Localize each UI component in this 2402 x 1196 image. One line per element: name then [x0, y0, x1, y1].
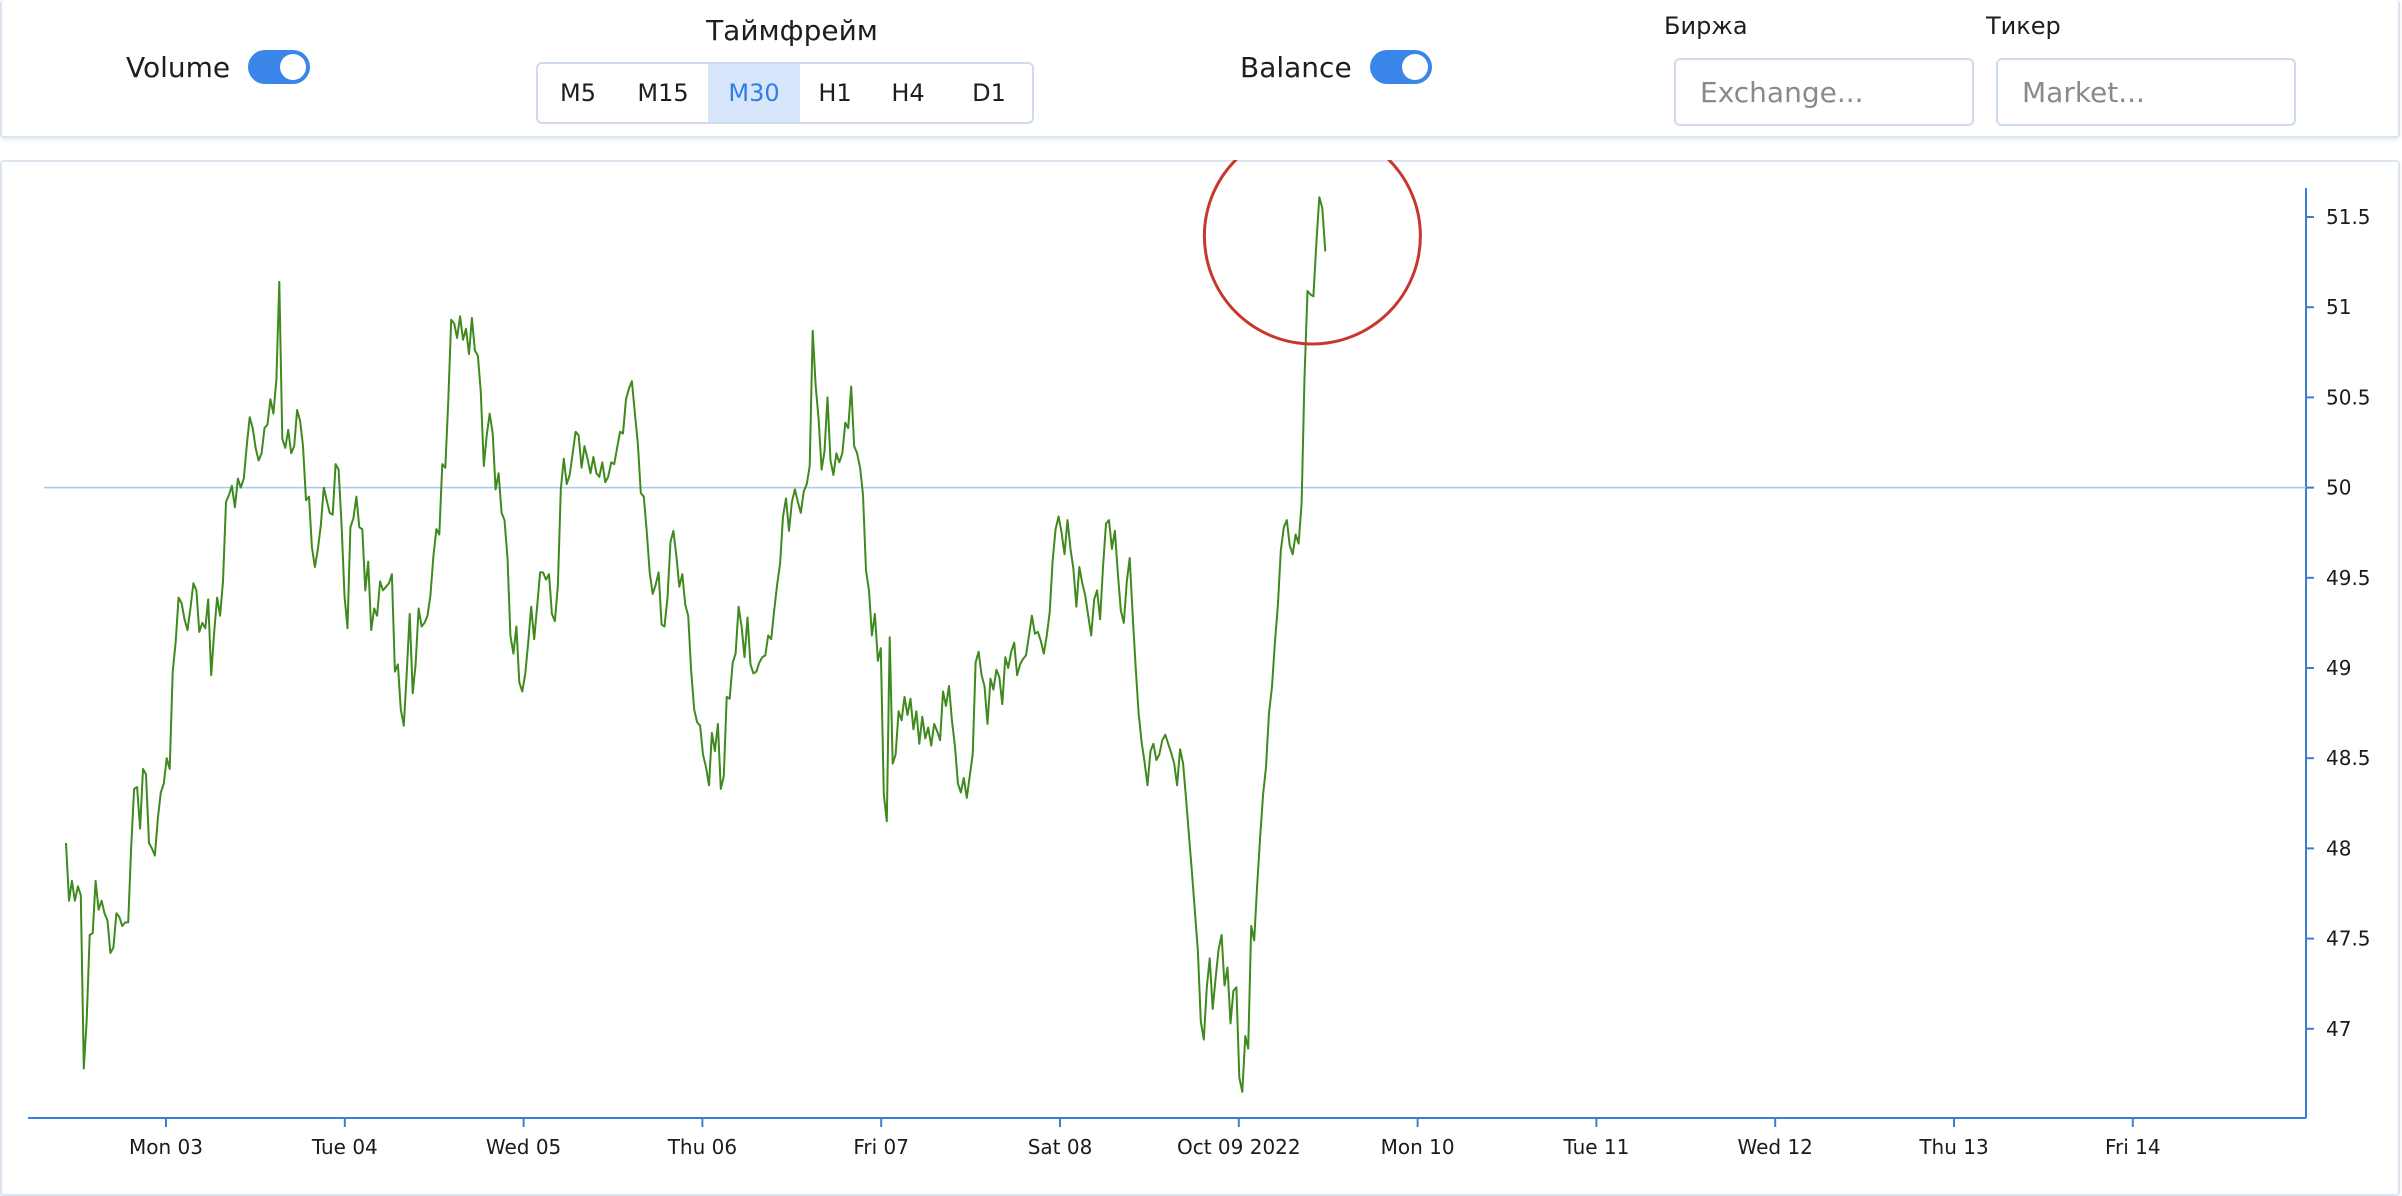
exchange-label: Биржа: [1664, 12, 1748, 40]
balance-label: Balance: [1240, 50, 1352, 84]
y-tick-label: 49.5: [2326, 566, 2371, 590]
balance-toggle[interactable]: [1369, 50, 1432, 84]
volume-toggle-group: Volume: [126, 50, 311, 84]
y-tick-label: 51: [2326, 295, 2351, 319]
y-tick-label: 48: [2326, 836, 2351, 860]
balance-toggle-group: Balance: [1240, 50, 1432, 84]
x-tick-label: Wed 12: [1737, 1135, 1812, 1159]
price-series-line: [65, 196, 1327, 1093]
volume-toggle[interactable]: [248, 50, 311, 84]
timeframe-option-h1[interactable]: H1: [818, 79, 852, 107]
x-tick-label: Mon 03: [129, 1135, 203, 1159]
timeframe-option-m15[interactable]: M15: [637, 79, 689, 107]
y-tick-label: 49: [2326, 656, 2351, 680]
toolbar: Volume Таймфрейм M5 M15 M30 H1 H4 D1 Bal…: [0, 0, 2400, 138]
y-tick-label: 50.5: [2326, 385, 2371, 409]
x-tick-label: Wed 05: [486, 1135, 561, 1159]
y-tick-label: 47: [2326, 1017, 2351, 1041]
exchange-input[interactable]: [1674, 58, 1974, 126]
x-tick-label: Thu 06: [667, 1135, 737, 1159]
timeframe-option-d1[interactable]: D1: [972, 79, 1006, 107]
y-tick-label: 48.5: [2326, 746, 2371, 770]
timeframe-option-m5[interactable]: M5: [560, 79, 596, 107]
y-tick-label: 50: [2326, 476, 2351, 500]
y-axis-ticks: 51.5 51 50.5 50 49.5 49 48.5 48 47.5 47: [2306, 205, 2371, 1041]
y-tick-label: 51.5: [2326, 205, 2371, 229]
x-axis-ticks: Mon 03 Tue 04 Wed 05 Thu 06 Fri 07 Sat 08 Oct …: [129, 1118, 2161, 1159]
x-tick-label: Fri 14: [2105, 1135, 2161, 1159]
timeframe-title: Таймфрейм: [706, 14, 878, 47]
volume-label: Volume: [126, 50, 231, 84]
ticker-input[interactable]: [1996, 58, 2296, 126]
toggle-knob: [1401, 54, 1428, 80]
timeframe-selector: M5 M15 M30 H1 H4 D1: [536, 62, 1034, 124]
timeframe-option-m30[interactable]: M30: [708, 64, 800, 122]
ticker-label: Тикер: [1986, 12, 2061, 40]
x-tick-label: Thu 13: [1918, 1135, 1988, 1159]
y-tick-label: 47.5: [2326, 927, 2371, 951]
price-chart[interactable]: Mon 03 Tue 04 Wed 05 Thu 06 Fri 07 Sat 08 Oct …: [0, 160, 2402, 1196]
x-tick-label: Tue 11: [1562, 1135, 1629, 1159]
x-tick-label: Oct 09 2022: [1177, 1135, 1301, 1159]
timeframe-option-h4[interactable]: H4: [891, 79, 925, 107]
x-tick-label: Tue 04: [311, 1135, 378, 1159]
highlight-circle: [1202, 160, 1422, 346]
toggle-knob: [280, 54, 307, 80]
x-tick-label: Fri 07: [853, 1135, 909, 1159]
chart-panel: [0, 160, 2400, 1196]
x-tick-label: Mon 10: [1381, 1135, 1455, 1159]
x-tick-label: Sat 08: [1028, 1135, 1093, 1159]
